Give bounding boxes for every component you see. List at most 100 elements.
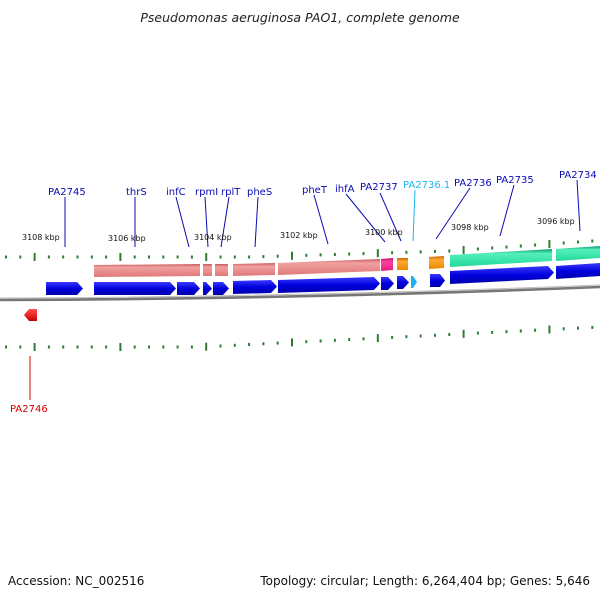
upper-minor-tick (305, 253, 308, 257)
gene-PA2745-arrow[interactable] (46, 282, 83, 295)
lower-major-tick (376, 334, 379, 343)
upper-minor-tick (519, 244, 522, 248)
feature-PA2736-region[interactable] (429, 256, 444, 269)
lower-minor-tick (133, 345, 136, 349)
upper-minor-tick (491, 246, 494, 250)
lower-minor-tick (448, 333, 451, 336)
upper-major-tick (291, 251, 293, 260)
gene-rplT-arrow[interactable] (213, 282, 229, 295)
gene-label-PA2736.1[interactable]: PA2736.1 (403, 180, 450, 191)
kbp-label-3106: 3106 kbp (108, 234, 146, 243)
upper-minor-tick (362, 252, 365, 256)
leader-PA2735 (499, 184, 515, 237)
feature-PA2734-region[interactable] (556, 246, 600, 261)
lower-minor-tick (591, 325, 594, 329)
gene-label-thrS[interactable]: thrS (126, 187, 147, 198)
lower-minor-tick (190, 345, 193, 349)
lower-minor-tick (62, 345, 65, 349)
gene-infC-arrow[interactable] (177, 282, 200, 295)
upper-minor-tick (19, 255, 22, 259)
upper-minor-tick (319, 253, 322, 257)
gene-label-rpmI[interactable]: rpmI (195, 187, 218, 198)
lower-minor-tick (434, 333, 436, 337)
gene-PA2737-arrow[interactable] (397, 276, 409, 289)
accession-text: Accession: NC_002516 (8, 574, 145, 588)
upper-minor-tick (105, 255, 108, 259)
feature-rpmI-region[interactable] (203, 264, 212, 276)
genome-summary-text: Topology: circular; Length: 6,264,404 bp… (260, 574, 590, 588)
lower-minor-tick (248, 343, 251, 346)
gene-PA2734-arrow[interactable] (556, 263, 600, 279)
gene-label-pheS[interactable]: pheS (247, 187, 272, 198)
upper-minor-tick (577, 240, 579, 244)
lower-tick-row (5, 325, 594, 351)
gene-label-ihfA[interactable]: ihfA (335, 184, 355, 195)
upper-minor-tick (562, 241, 565, 245)
kbp-label-3096: 3096 kbp (537, 217, 575, 226)
upper-minor-tick (419, 250, 422, 254)
upper-minor-tick (219, 255, 222, 259)
upper-minor-tick (148, 255, 150, 259)
lower-minor-tick (534, 328, 537, 332)
lower-major-tick (291, 338, 293, 347)
upper-minor-tick (448, 249, 451, 253)
leader-PA2736.1 (412, 189, 416, 242)
lower-minor-tick (391, 335, 394, 339)
lower-minor-tick (148, 345, 150, 349)
feature-pheS-region[interactable] (233, 263, 275, 276)
feature-ihfA-region[interactable] (381, 258, 393, 271)
feature-thrS-region[interactable] (94, 264, 200, 277)
lower-minor-tick (19, 345, 22, 349)
upper-minor-tick (505, 245, 508, 249)
upper-major-tick (376, 249, 379, 258)
kbp-label-3104: 3104 kbp (194, 233, 232, 242)
upper-minor-tick (233, 255, 236, 259)
gene-label-PA2745[interactable]: PA2745 (48, 187, 86, 198)
upper-minor-tick (348, 252, 351, 256)
lower-minor-tick (333, 338, 336, 342)
lower-minor-tick (233, 343, 236, 347)
gene-pheS-arrow[interactable] (233, 280, 277, 294)
gene-PA2736.1-arrow[interactable] (411, 276, 417, 288)
gene-PA2746-arrow[interactable] (24, 309, 37, 321)
gene-label-PA2736[interactable]: PA2736 (454, 178, 492, 189)
upper-minor-tick (248, 255, 251, 259)
gene-label-PA2737[interactable]: PA2737 (360, 182, 398, 193)
gene-label-infC[interactable]: infC (166, 187, 186, 198)
lower-major-tick (119, 343, 122, 351)
upper-tick-row (5, 239, 594, 261)
gene-thrS-arrow[interactable] (94, 282, 176, 295)
gene-rpmI-arrow[interactable] (203, 282, 212, 295)
gene-label-PA2734[interactable]: PA2734 (559, 170, 597, 181)
lower-minor-tick (262, 342, 265, 346)
feature-pheT-region[interactable] (278, 259, 380, 275)
leader-rpmI (204, 196, 209, 248)
kbp-label-3098: 3098 kbp (451, 223, 489, 232)
upper-minor-tick (476, 247, 479, 251)
upper-minor-tick (591, 239, 594, 243)
gene-label-PA2746[interactable]: PA2746 (10, 404, 48, 415)
gene-label-PA2735[interactable]: PA2735 (496, 175, 534, 186)
kbp-label-3102: 3102 kbp (280, 231, 318, 240)
gene-PA2736-arrow[interactable] (430, 274, 445, 287)
gene-label-rplT[interactable]: rplT (221, 187, 241, 198)
lower-major-tick (462, 329, 465, 338)
upper-minor-tick (333, 253, 336, 256)
gene-PA2735-arrow[interactable] (450, 266, 554, 284)
backbone-shine (0, 284, 600, 299)
feature-rplT-region[interactable] (215, 264, 228, 276)
leader-PA2736 (435, 187, 471, 240)
lower-major-tick (33, 343, 36, 351)
gene-pheT-arrow[interactable] (278, 277, 380, 293)
upper-major-tick (33, 253, 36, 261)
lower-major-tick (205, 342, 208, 351)
gene-label-pheT[interactable]: pheT (302, 185, 328, 196)
lower-minor-tick (90, 345, 93, 349)
kbp-label-3108: 3108 kbp (22, 233, 60, 242)
feature-PA2735-region[interactable] (450, 249, 552, 267)
gene-ihfA-arrow[interactable] (381, 277, 394, 290)
lower-minor-tick (476, 331, 479, 335)
upper-major-tick (548, 240, 551, 248)
feature-PA2737-region[interactable] (397, 258, 408, 270)
upper-minor-tick (534, 243, 537, 247)
